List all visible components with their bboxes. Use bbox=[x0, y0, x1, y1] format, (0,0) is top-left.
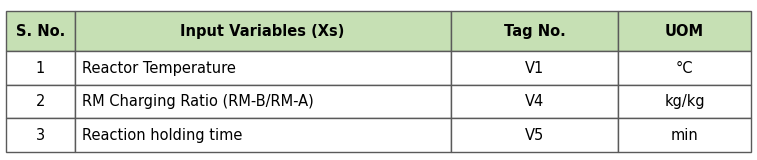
Text: Tag No.: Tag No. bbox=[503, 24, 565, 39]
Text: V4: V4 bbox=[525, 94, 544, 109]
Bar bbox=[6, 11, 75, 51]
Bar bbox=[6, 85, 75, 118]
Text: UOM: UOM bbox=[665, 24, 704, 39]
Bar bbox=[6, 51, 75, 85]
Text: Input Variables (Xs): Input Variables (Xs) bbox=[180, 24, 345, 39]
Bar bbox=[450, 118, 618, 152]
Text: S. No.: S. No. bbox=[16, 24, 65, 39]
Bar bbox=[450, 51, 618, 85]
Text: 1: 1 bbox=[36, 61, 45, 76]
Text: Reaction holding time: Reaction holding time bbox=[83, 128, 242, 143]
Text: °C: °C bbox=[676, 61, 693, 76]
Bar bbox=[618, 85, 751, 118]
Bar bbox=[75, 11, 450, 51]
Text: kg/kg: kg/kg bbox=[665, 94, 705, 109]
Bar bbox=[75, 118, 450, 152]
Text: RM Charging Ratio (RM-B/RM-A): RM Charging Ratio (RM-B/RM-A) bbox=[83, 94, 314, 109]
Bar bbox=[6, 118, 75, 152]
Bar bbox=[450, 11, 618, 51]
Bar bbox=[618, 51, 751, 85]
Bar bbox=[450, 85, 618, 118]
Text: Reactor Temperature: Reactor Temperature bbox=[83, 61, 236, 76]
Bar bbox=[75, 85, 450, 118]
Text: 2: 2 bbox=[36, 94, 45, 109]
Text: V5: V5 bbox=[525, 128, 544, 143]
Text: V1: V1 bbox=[525, 61, 544, 76]
Bar bbox=[618, 118, 751, 152]
Bar bbox=[75, 51, 450, 85]
Text: min: min bbox=[671, 128, 699, 143]
Bar bbox=[618, 11, 751, 51]
Text: 3: 3 bbox=[36, 128, 45, 143]
